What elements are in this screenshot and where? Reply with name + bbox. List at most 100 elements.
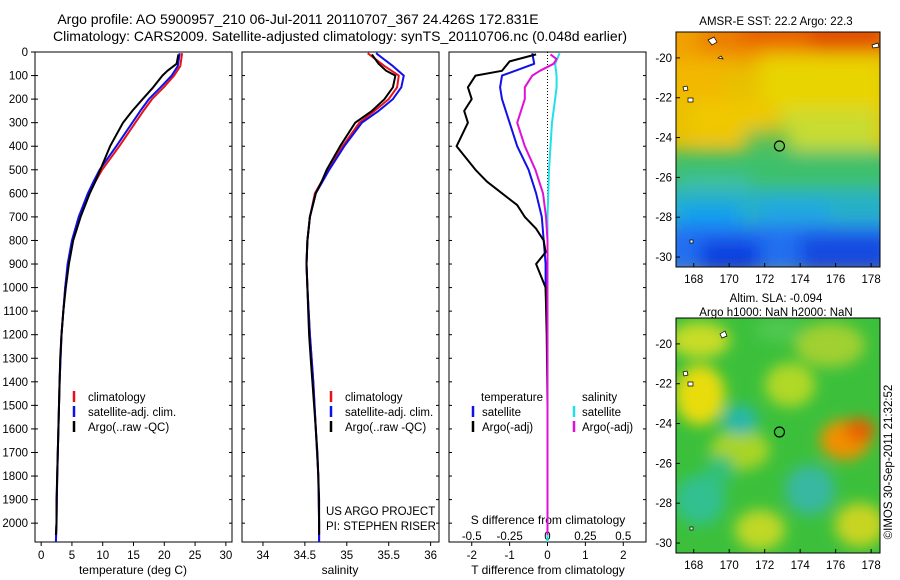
map-lon-label: 168: [684, 274, 703, 286]
x-tick-label: 35: [340, 550, 353, 562]
x-tick-label: 35.5: [378, 550, 400, 562]
legend-satellite-adj: satellite-adj. clim.: [88, 407, 176, 419]
depth-tick-label: 200: [9, 94, 28, 106]
sla-map-axes: 168 170 172 174 176 178 -20 -22 -24 -26 -28 -30: [655, 339, 880, 572]
x-tick-label: 2: [620, 550, 626, 562]
series-line-satellite-adj-clim-: [54, 53, 181, 543]
depth-tick-label: 1100: [3, 306, 28, 318]
x-tick-label: 5: [69, 550, 75, 562]
legend-satellite-adj: satellite-adj. clim.: [345, 407, 433, 419]
depth-tick-label: 100: [9, 71, 28, 83]
map-lat-label: -24: [655, 133, 672, 145]
project-annotation: US ARGO PROJECT: [326, 506, 435, 518]
salinity-panel-frame: [241, 51, 440, 543]
salinity-x-axis: 34 34.5 35 35.5 36: [257, 542, 437, 562]
series-line-temperature-satellite: [499, 53, 549, 542]
depth-tick-label: 300: [9, 118, 28, 130]
x-tick-label: 15: [127, 550, 140, 562]
depth-tick-label: 0: [22, 47, 28, 59]
map-lon-label: 168: [684, 560, 703, 572]
series-line-argo-raw-qc-: [305, 53, 397, 535]
legend-s-satellite: satellite: [582, 407, 621, 419]
series-line-argo-raw-qc-: [54, 54, 180, 535]
difference-series: [455, 52, 561, 542]
series-line-salinity-satellite: [546, 52, 561, 542]
map-lon-label: 174: [791, 274, 811, 286]
depth-tick-label: 1300: [2, 353, 28, 365]
depth-tick-label: 1400: [2, 377, 28, 389]
legend-argo: Argo(..raw -QC): [345, 422, 426, 434]
x-tick-label: 20: [158, 550, 171, 562]
x-tick-label: 30: [219, 550, 232, 562]
map-lat-label: -24: [655, 419, 672, 431]
header-line-1: Argo profile: AO 5900957_210 06-Jul-2011…: [57, 11, 538, 27]
x-tick-label: 34.5: [294, 550, 316, 562]
x-tick-label: 0: [544, 550, 550, 562]
series-line-temperature-argo-adj-: [455, 53, 549, 535]
map-lat-label: -22: [655, 379, 672, 391]
sla-map-title-1: Altim. SLA: -0.094: [730, 293, 823, 305]
legend-climatology: climatology: [88, 392, 146, 404]
sla-heatmap: [676, 318, 880, 553]
depth-tick-label: 2000: [2, 518, 28, 530]
x-tick-label: 36: [424, 550, 437, 562]
x-tick-label: 10: [96, 550, 109, 562]
temperature-series: [54, 53, 184, 543]
map-lon-label: 178: [862, 274, 881, 286]
difference-legend: temperature salinity satellite Argo(-adj…: [471, 392, 633, 434]
map-lon-label: 170: [720, 560, 739, 572]
depth-tick-label: 1900: [2, 495, 28, 507]
sst-map-title: AMSR-E SST: 22.2 Argo: 22.3: [699, 16, 852, 28]
legend-t-satellite: satellite: [482, 407, 521, 419]
sla-argo-location-marker: [773, 426, 786, 438]
t-difference-label: T difference from climatology: [471, 563, 625, 577]
map-lon-label: 176: [826, 274, 845, 286]
map-lon-label: 176: [826, 560, 845, 572]
depth-tick-label: 400: [9, 141, 28, 153]
s-tick-label: -0.5: [462, 531, 482, 543]
map-lat-label: -28: [655, 212, 672, 224]
map-lon-label: 172: [755, 274, 774, 286]
depth-tick-label: 500: [9, 165, 28, 177]
legend-temperature-title: temperature: [481, 392, 543, 404]
sla-map-title-2: Argo h1000: NaN h2000: NaN: [699, 307, 852, 319]
s-tick-label: 0.5: [615, 531, 631, 543]
series-line-satellite-adj-clim-: [305, 52, 405, 542]
s-tick-label: -0.25: [497, 531, 523, 543]
depth-tick-label: 600: [9, 188, 28, 200]
legend-t-argo: Argo(-adj): [482, 422, 533, 434]
sst-map-axes: 168 170 172 174 176 178 -20 -22 -24 -26 -28 -30: [655, 53, 880, 286]
map-lat-label: -30: [655, 538, 672, 550]
depth-tick-label: 1000: [2, 283, 28, 295]
depth-tick-label: 1800: [2, 471, 28, 483]
sla-map-frame: [675, 317, 881, 554]
map-lon-label: 170: [720, 274, 739, 286]
series-line-climatology: [54, 53, 184, 543]
header-line-2: Climatology: CARS2009. Satellite-adjuste…: [53, 28, 627, 44]
map-lat-label: -28: [655, 498, 672, 510]
map-lon-label: 178: [862, 560, 881, 572]
x-tick-label: 25: [189, 550, 202, 562]
series-line-salinity-argo-adj-: [516, 53, 558, 535]
map-lat-label: -26: [655, 172, 672, 184]
x-tick-label: 0: [38, 550, 44, 562]
temperature-x-axis: 0 5 10 15 20 25 30: [38, 542, 232, 562]
legend-argo: Argo(..raw -QC): [88, 422, 169, 434]
map-lat-label: -30: [655, 252, 672, 264]
map-lat-label: -26: [655, 458, 672, 470]
salinity-axis-label: salinity: [322, 563, 359, 577]
legend-s-argo: Argo(-adj): [582, 422, 633, 434]
temperature-legend: climatology satellite-adj. clim. Argo(..…: [72, 391, 176, 434]
map-lat-label: -22: [655, 93, 672, 105]
depth-tick-label: 900: [9, 259, 28, 271]
map-lon-label: 174: [791, 560, 811, 572]
depth-tick-label: 1600: [2, 424, 28, 436]
sst-argo-location-marker: [773, 140, 786, 152]
depth-tick-label: 1700: [2, 447, 28, 459]
depth-axis: 0 100 200 300 400 500 600 700 800 900 1000 1100 1200…: [2, 47, 646, 530]
map-lat-label: -20: [655, 339, 672, 351]
x-tick-label: -2: [467, 550, 477, 562]
map-lon-label: 172: [755, 560, 774, 572]
x-tick-label: 34: [257, 550, 270, 562]
depth-tick-label: 1200: [2, 330, 28, 342]
